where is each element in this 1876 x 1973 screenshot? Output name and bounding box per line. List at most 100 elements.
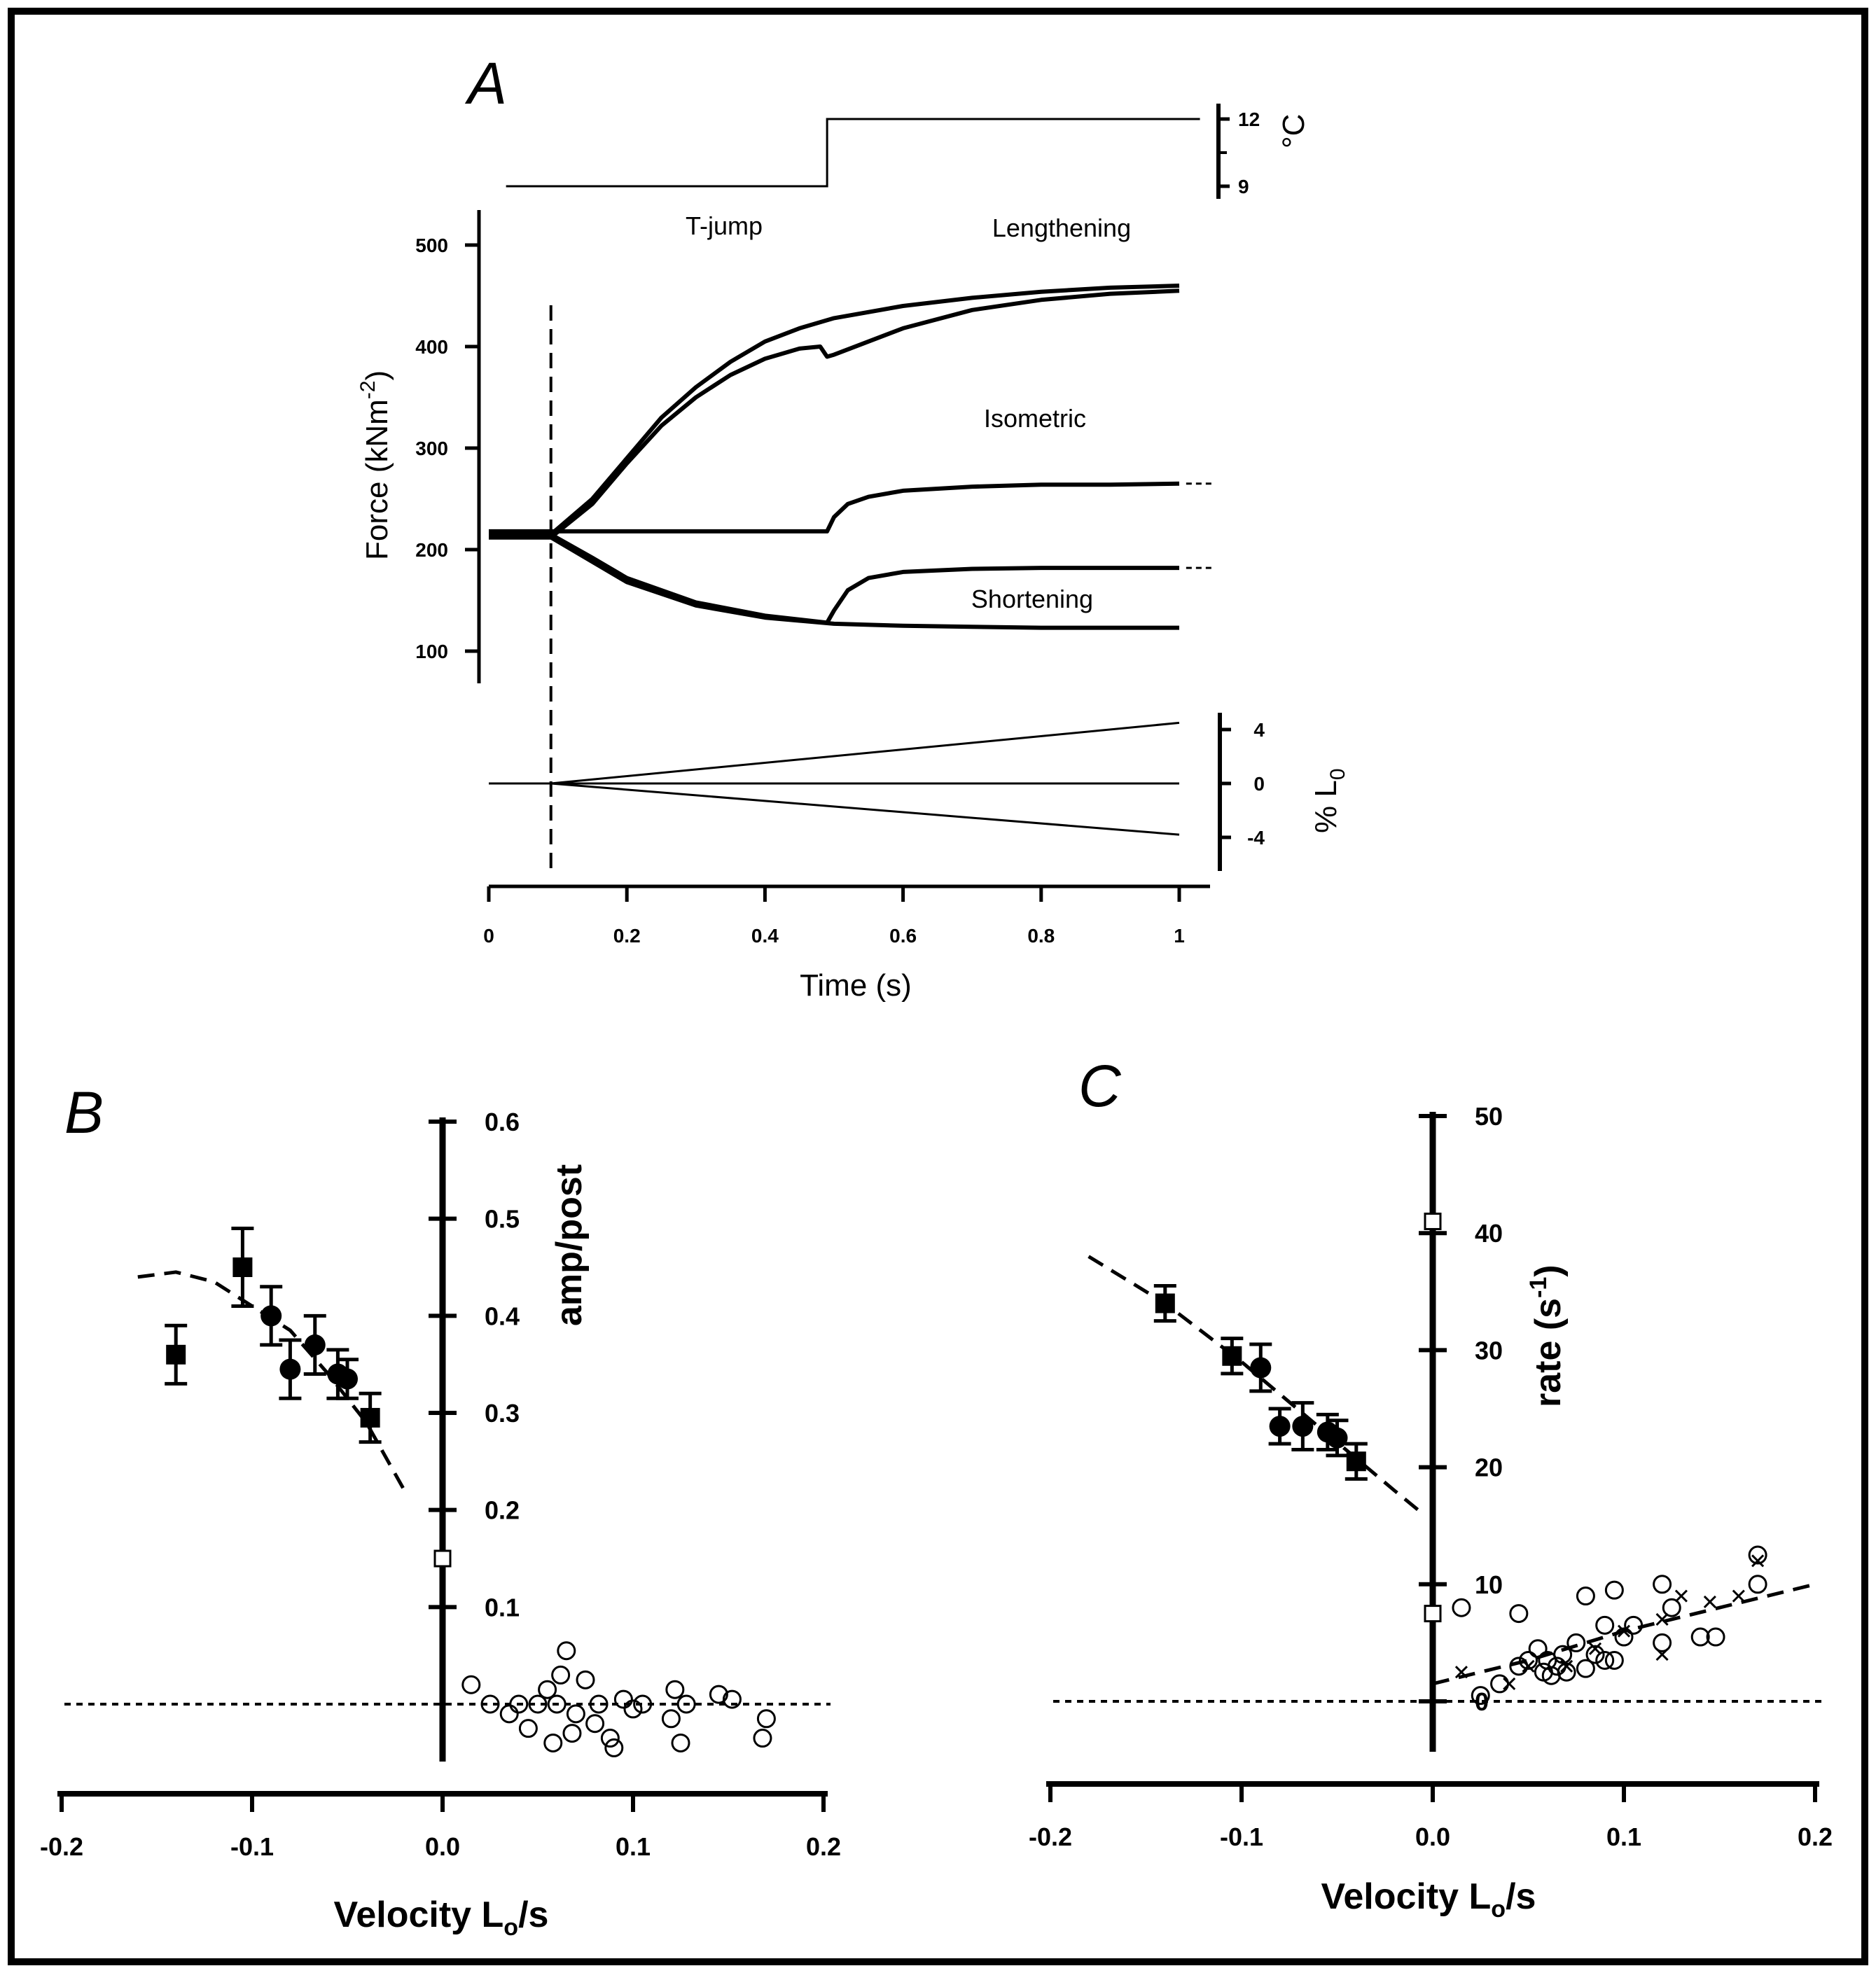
temperature-tick-label: 12 (1238, 109, 1260, 130)
force-trace-isometric (489, 481, 1180, 534)
x-tick-label: -0.1 (230, 1832, 274, 1861)
filled-square-point (1155, 1293, 1175, 1313)
open-circle-point (1690, 1627, 1710, 1647)
open-circle-point (1471, 1686, 1490, 1706)
open-circle-point (509, 1694, 529, 1714)
open-circle-point (1576, 1659, 1595, 1678)
cross-point (1617, 1624, 1631, 1638)
time-tick-label: 0.6 (889, 925, 917, 947)
panel-b-y-title: amp/post (549, 1164, 590, 1326)
open-circle-point (676, 1694, 696, 1714)
open-circle-point (1509, 1604, 1529, 1624)
fit-curve (1432, 1582, 1816, 1686)
panel-c-y-title-close: ) (1528, 1264, 1569, 1276)
open-circle-point (1706, 1627, 1725, 1647)
open-circle-point (1528, 1639, 1548, 1659)
open-circle-point (1624, 1615, 1644, 1635)
cross-point (1674, 1589, 1688, 1603)
temperature-step-line (506, 118, 1200, 188)
panel-b-x-title-tail: /s (518, 1895, 548, 1935)
y-tick-label: 0.5 (485, 1205, 520, 1234)
open-circle-point (600, 1729, 620, 1748)
open-square-point (433, 1549, 452, 1568)
panel-b-x-title-main: Velocity L (334, 1895, 504, 1935)
open-circle-point (722, 1689, 742, 1709)
open-circle-point (613, 1689, 633, 1709)
time-axis-title: Time (s) (800, 968, 912, 1003)
lengthening-label: Lengthening (992, 214, 1131, 242)
open-square-point (1424, 1605, 1442, 1623)
open-circle-point (756, 1709, 776, 1729)
time-tick-label: 0.2 (613, 925, 641, 947)
filled-circle-point (1326, 1427, 1348, 1449)
force-axis-title-sup: -2 (356, 381, 380, 400)
open-circle-point (543, 1733, 563, 1752)
y-tick-label: 0.2 (485, 1496, 520, 1525)
open-circle-point (461, 1675, 481, 1694)
open-circle-point (665, 1680, 685, 1699)
filled-circle-point (1250, 1357, 1272, 1379)
open-circle-point (1653, 1633, 1672, 1652)
open-circle-point (528, 1694, 548, 1714)
open-circle-point (1614, 1627, 1634, 1647)
panel-b-letter: B (64, 1080, 104, 1145)
force-tick-label: 400 (415, 336, 448, 358)
open-circle-point (709, 1685, 728, 1704)
length-axis-title: % L0 (1309, 768, 1349, 833)
open-circle-point (1604, 1580, 1624, 1600)
force-trace-shortening-with-t-jump (489, 532, 1179, 625)
x-tick-label: 0.2 (806, 1832, 841, 1861)
open-circle-point (1576, 1587, 1595, 1606)
panel-c-x-title-sub: o (1491, 1896, 1506, 1923)
force-axis-title-close: ) (360, 370, 394, 381)
y-tick-label: 20 (1475, 1453, 1503, 1482)
x-tick-label: 0.1 (1606, 1822, 1641, 1851)
cross-point (1655, 1612, 1669, 1626)
y-tick-label: 0.1 (485, 1593, 520, 1622)
length-lengthening-ramp (550, 721, 1180, 785)
time-tick-label: 0 (483, 925, 494, 947)
open-circle-point (1595, 1615, 1615, 1635)
filled-circle-point (1269, 1416, 1291, 1437)
open-circle-point (1662, 1598, 1681, 1617)
panel-b-plot: -0.2 -0.1 0.0 0.1 0.2 0.1 0.2 0.3 0.4 0.5 0.6 (40, 1108, 841, 1861)
cross-point (1751, 1554, 1765, 1568)
open-circle-point (562, 1724, 582, 1743)
x-tick-label: -0.1 (1220, 1822, 1263, 1851)
open-circle-point (547, 1694, 567, 1714)
filled-circle-point (1292, 1416, 1314, 1437)
cross-point (1655, 1648, 1669, 1661)
force-axis-title: Force (kNm-2) (356, 370, 394, 560)
filled-circle-point (279, 1358, 301, 1380)
isometric-label: Isometric (984, 404, 1086, 433)
time-tick-label: 0.8 (1027, 925, 1055, 947)
panel-c-y-title: rate (s-1) (1525, 1264, 1569, 1407)
y-tick-label: 10 (1475, 1570, 1503, 1599)
force-axis-title-main: Force (kNm (360, 399, 394, 560)
open-circle-point (1604, 1650, 1624, 1670)
panel-c-y-title-main: rate (s (1528, 1298, 1569, 1407)
open-circle-point (1509, 1657, 1529, 1676)
open-circle-point (566, 1704, 585, 1724)
y-tick-label: 0.4 (485, 1302, 520, 1330)
force-trace-lengthening-with-t-jump (489, 288, 1180, 540)
open-circle-point (1519, 1650, 1538, 1670)
filled-square-point (166, 1344, 186, 1365)
y-tick-label: 40 (1475, 1219, 1503, 1248)
force-trace-lengthening (489, 284, 1180, 537)
open-circle-point (1452, 1598, 1471, 1617)
temperature-unit-label: °C (1277, 114, 1311, 148)
filled-circle-point (337, 1368, 358, 1390)
open-circle-point (589, 1694, 609, 1714)
open-circle-point (633, 1694, 653, 1714)
panel-c-x-title-tail: /s (1506, 1876, 1536, 1917)
panel-a-letter: A (464, 50, 507, 116)
panel-b: B -0.2 -0.1 0.0 0.1 0.2 0.1 0.2 0.3 0.4 0.5 0.6 am… (40, 1080, 841, 1941)
open-circle-point (1748, 1575, 1767, 1594)
open-circle-point (661, 1709, 681, 1729)
figure-frame (8, 8, 1868, 1965)
open-circle-point (1566, 1633, 1586, 1652)
